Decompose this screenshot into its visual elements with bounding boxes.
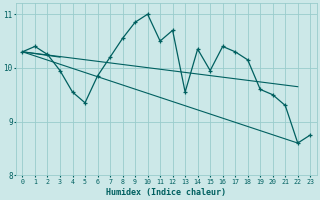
X-axis label: Humidex (Indice chaleur): Humidex (Indice chaleur) [106,188,226,197]
